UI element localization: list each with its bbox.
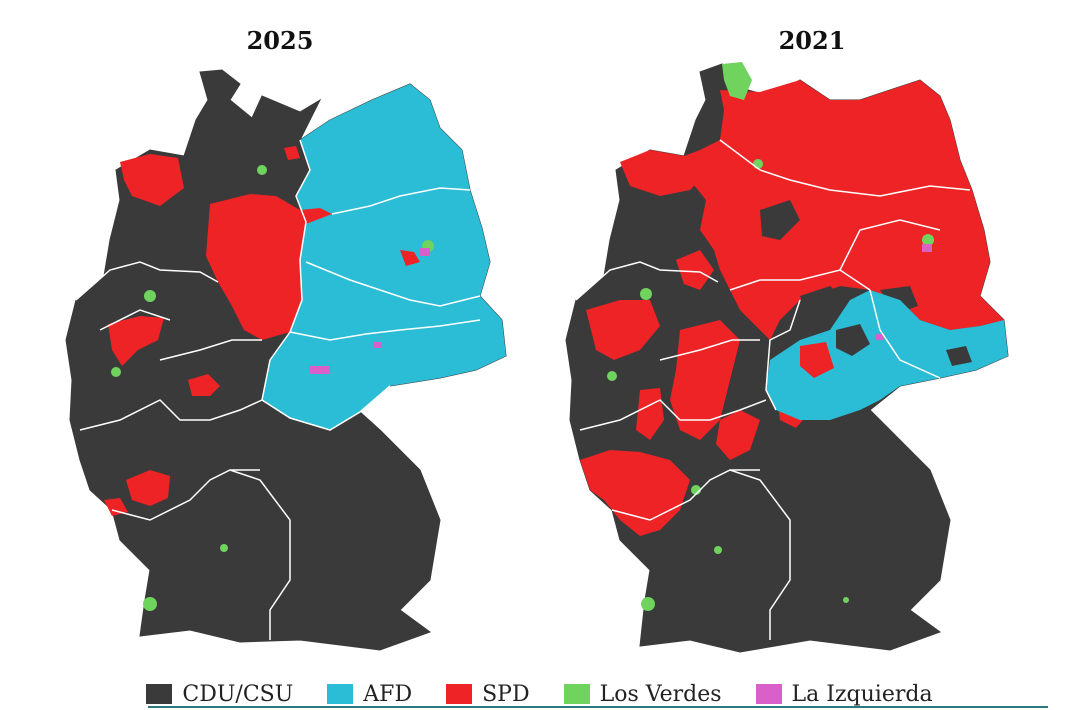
region-left-2025-leipzig: [310, 366, 330, 374]
region-spd-2025-berlin: [400, 250, 420, 266]
region-greens-2025-hamburg: [257, 165, 267, 175]
region-spd-2021-northwest: [620, 150, 710, 196]
region-greens-2021-muenster: [640, 288, 652, 300]
region-greens-2021-stuttgart: [714, 546, 722, 554]
legend-label-greens: Los Verdes: [599, 681, 722, 707]
region-cdu-2021-islands-1: [760, 200, 800, 240]
region-spd-2021-ne-hesse: [716, 410, 760, 460]
legend-label-cdu: CDU/CSU: [182, 681, 294, 707]
region-greens-2021-cologne: [607, 371, 617, 381]
region-spd-2025-north: [120, 154, 184, 206]
region-left-2025-berlin: [420, 248, 430, 256]
legend-swatch-left: [755, 684, 782, 704]
region-left-2025-east: [374, 342, 382, 348]
legend-swatch-greens: [563, 684, 590, 704]
legend-item-spd: SPD: [446, 682, 530, 707]
region-greens-2025-muenster: [144, 290, 156, 302]
region-greens-2021-flensburg: [722, 62, 752, 100]
region-spd-2021-ruhr: [586, 300, 660, 360]
map-title-2025: 2025: [246, 26, 314, 55]
region-cdu-2021-east-dark: [946, 346, 972, 366]
legend-item-left: La Izquierda: [755, 681, 933, 707]
region-cdu-2021-saxony-dark: [836, 324, 870, 356]
region-left-2021-leipzig: [876, 334, 884, 340]
region-greens-2025-freiburg: [143, 597, 157, 611]
region-spd-2025-saar: [126, 470, 170, 506]
legend-label-spd: SPD: [482, 681, 530, 707]
region-greens-2021-freiburg: [641, 597, 655, 611]
region-left-2021-berlin: [922, 244, 932, 252]
region-greens-2025-cologne: [111, 367, 121, 377]
region-cdu-2021-islands-2: [800, 286, 846, 324]
region-spd-2021-northeast: [690, 80, 1004, 340]
map-2021: [565, 62, 1009, 653]
region-spd-2025-hamburg: [284, 146, 300, 160]
legend-item-greens: Los Verdes: [563, 681, 722, 707]
region-greens-2021-munich: [843, 597, 849, 603]
legend-swatch-cdu: [146, 684, 173, 704]
region-spd-2021-lowersaxony-w: [676, 250, 714, 290]
legend-label-afd: AFD: [363, 681, 413, 707]
region-spd-2021-hesse: [670, 320, 740, 440]
region-greens-2021-hamburg: [753, 159, 763, 169]
region-spd-2021-saxony-red: [800, 342, 834, 378]
region-afd-2025: [262, 84, 506, 430]
region-spd-2025-sw: [104, 498, 128, 516]
accent-line: [148, 706, 1048, 708]
map-2025: [65, 69, 507, 651]
region-spd-2025-ruhr: [108, 316, 164, 366]
legend: CDU/CSU AFD SPD Los Verdes La Izquierda: [0, 680, 1079, 708]
region-afd-2021-saxony: [766, 290, 1008, 420]
legend-swatch-afd: [327, 684, 354, 704]
legend-label-left: La Izquierda: [791, 681, 933, 707]
map-title-2021: 2021: [778, 26, 846, 55]
legend-swatch-spd: [446, 684, 473, 704]
state-borders-2021: [575, 139, 971, 640]
legend-item-afd: AFD: [327, 682, 412, 707]
region-greens-2025-stuttgart: [220, 544, 228, 552]
region-greens-2021-berlin: [922, 234, 934, 246]
state-borders-2025: [75, 139, 481, 640]
legend-item-cdu: CDU/CSU: [146, 682, 293, 707]
region-spd-2025-hesse: [188, 374, 220, 396]
election-maps: [65, 62, 1009, 653]
